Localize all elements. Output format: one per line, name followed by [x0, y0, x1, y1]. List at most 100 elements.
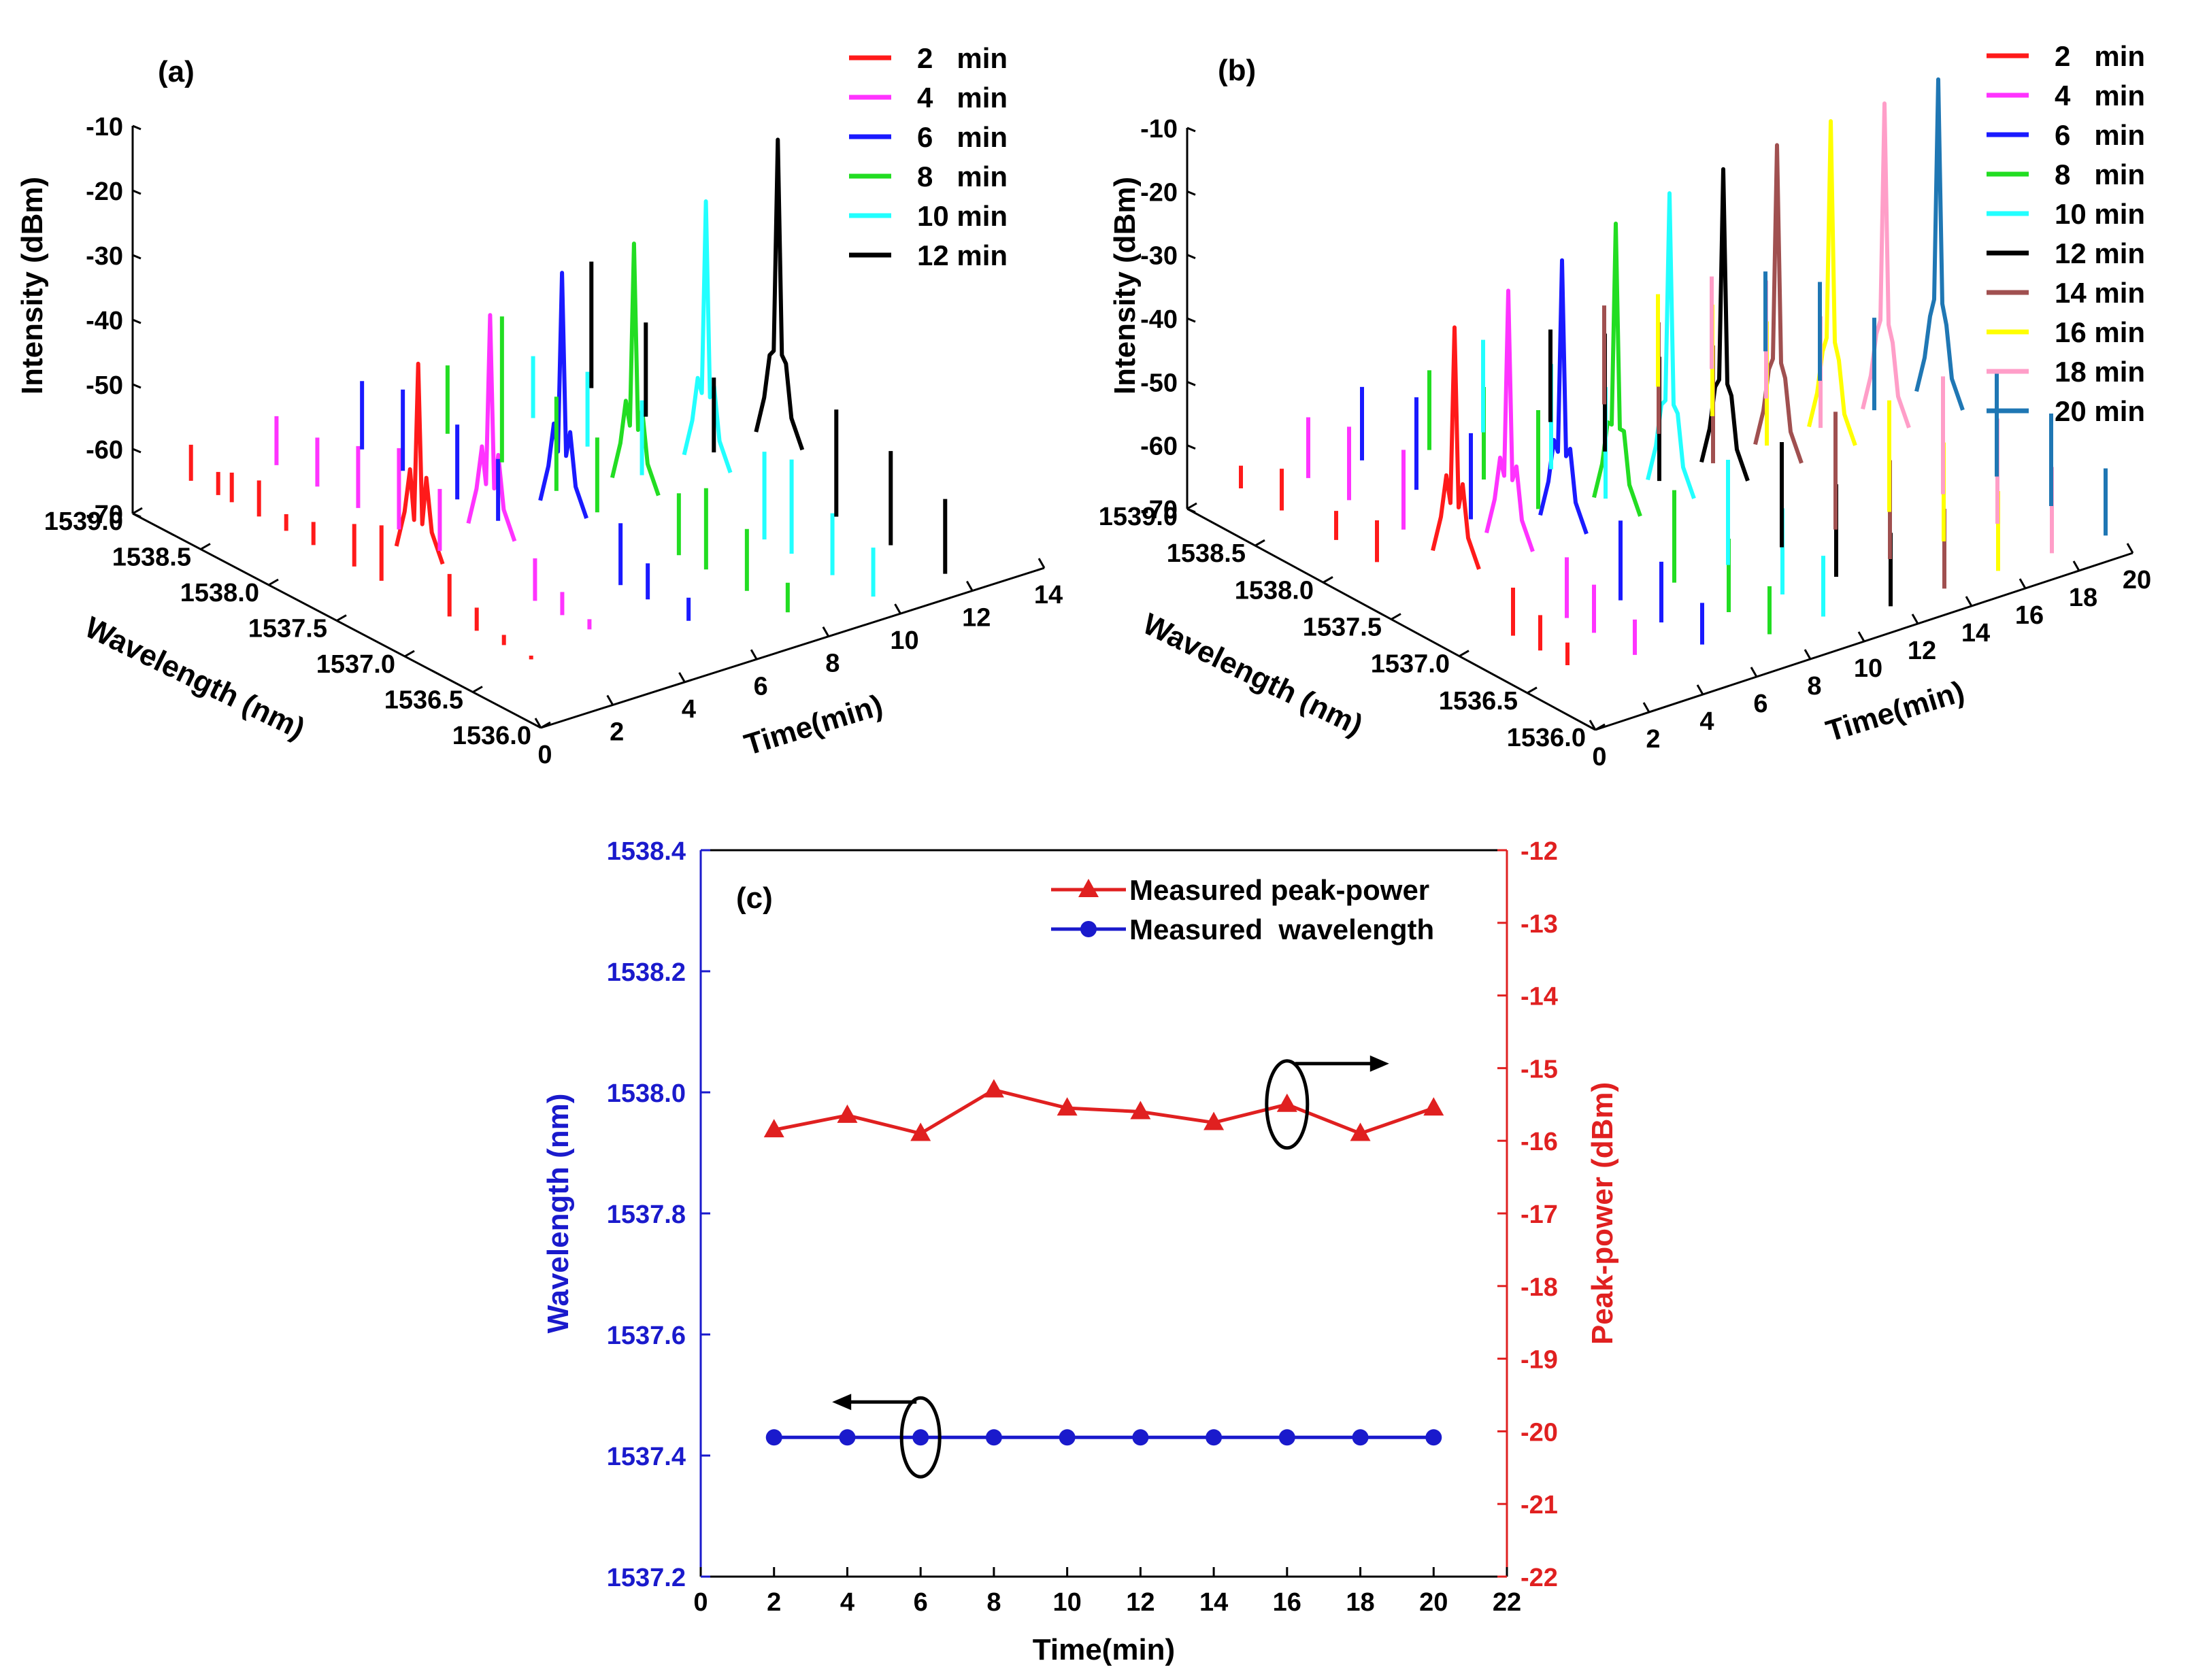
time-tick-label: 6 — [1753, 690, 1767, 718]
z-tick — [132, 318, 142, 324]
time-tick — [678, 672, 686, 683]
wavelength-series — [765, 1429, 1442, 1446]
legend-label: 20 min — [2055, 395, 2145, 427]
time-tick-label: 4 — [1699, 707, 1714, 736]
time-tick-label: 0 — [1592, 743, 1606, 771]
time-tick-label: 8 — [825, 650, 840, 678]
wavelength-tick-label: 1538.5 — [112, 543, 191, 572]
x-tick-label: 8 — [986, 1588, 1001, 1617]
peak-line — [538, 271, 588, 519]
time-tick-label: 0 — [537, 741, 552, 769]
right-y-tick-label: -17 — [1521, 1200, 1558, 1229]
wavelength-tick — [1527, 686, 1538, 694]
time-tick — [1037, 558, 1046, 569]
right-y-tick-label: -20 — [1521, 1418, 1558, 1447]
wavelength-axis-ellipse — [899, 1396, 942, 1479]
x-axis-title: Time(min) — [1033, 1633, 1175, 1666]
wavelength-tick-label: 1538.5 — [1167, 539, 1246, 568]
spectrum-series-8min — [445, 241, 790, 613]
z-tick-label: -30 — [86, 242, 123, 271]
peak-line — [1914, 77, 1965, 411]
data-point-triangle — [910, 1122, 931, 1141]
wavelength-tick-label: 1536.5 — [1439, 687, 1518, 716]
wavelength-tick — [200, 543, 211, 550]
data-point-triangle — [983, 1079, 1004, 1098]
spectrum-series-18min — [1710, 101, 2054, 554]
z-tick — [132, 383, 142, 389]
time-tick-label: 14 — [1034, 581, 1063, 609]
data-point-circle — [912, 1429, 929, 1446]
z-tick — [1186, 507, 1196, 514]
data-point-circle — [1352, 1429, 1369, 1446]
legend-label: 18 min — [2055, 356, 2145, 388]
time-tick-label: 16 — [2015, 601, 2044, 630]
peak-line — [682, 199, 733, 473]
x-tick-label: 0 — [693, 1588, 708, 1617]
panel-c-line-chart: 0 2 4 6 8 10 12 14 16 18 20 22 1538.4 1538.2 1538.0 153… — [542, 837, 1619, 1666]
legend-label: 10 min — [2055, 198, 2145, 230]
series-line — [774, 1088, 1435, 1136]
x-tick-label: 14 — [1199, 1588, 1228, 1617]
wavelength-tick-label: 1537.5 — [1303, 614, 1382, 642]
peak-power-series — [763, 1079, 1444, 1141]
spectrum-series-6min — [360, 271, 691, 621]
time-tick — [965, 580, 974, 592]
data-point-circle — [1425, 1429, 1442, 1446]
time-tick — [1804, 649, 1812, 660]
spectrum-series-2min — [188, 361, 533, 660]
wavelength-tick-label: 1538.0 — [180, 579, 259, 607]
peak-line — [1699, 167, 1750, 482]
data-point-circle — [1278, 1429, 1295, 1446]
time-tick — [1965, 596, 1973, 607]
right-y-axis-title: Peak-power (dBm) — [1586, 1082, 1619, 1345]
legend-label: 8 min — [917, 161, 1008, 192]
time-tick — [1911, 614, 1919, 624]
time-tick — [1589, 720, 1597, 730]
left-arrow-head — [832, 1394, 852, 1411]
axis-indicator-annotations — [832, 1055, 1389, 1479]
time-tick — [1642, 702, 1650, 713]
z-tick-label: -60 — [86, 436, 123, 465]
time-tick-label: 10 — [890, 626, 918, 655]
data-point-triangle — [1350, 1122, 1371, 1141]
time-tick — [2072, 560, 2080, 571]
z-tick — [132, 512, 142, 518]
wavelength-tick — [472, 686, 483, 693]
wavelength-tick-label: 1536.5 — [384, 686, 463, 715]
left-y-tick-label: 1538.4 — [607, 837, 686, 866]
z-tick — [132, 254, 142, 260]
data-point-circle — [985, 1429, 1002, 1446]
spectrum-series-4min — [274, 313, 592, 630]
time-tick — [750, 649, 758, 660]
wavelength-tick — [1459, 650, 1469, 657]
time-axis-title: Time(min) — [1822, 675, 1968, 748]
data-point-circle — [839, 1429, 856, 1446]
right-y-tick-label: -16 — [1521, 1128, 1558, 1156]
data-point-circle — [1059, 1429, 1076, 1446]
legend-marker-triangle — [1078, 879, 1099, 897]
right-y-tick-label: -18 — [1521, 1273, 1558, 1302]
power-axis-ellipse — [1265, 1059, 1310, 1150]
panel-label: (a) — [158, 55, 195, 88]
z-tick — [1186, 127, 1196, 133]
peak-line — [1807, 119, 1857, 446]
wavelength-tick — [1255, 539, 1265, 547]
legend-marker-circle — [1080, 921, 1097, 937]
wavelength-tick — [268, 578, 279, 586]
right-y-tick-label: -19 — [1521, 1346, 1558, 1375]
left-y-tick-label: 1537.8 — [607, 1200, 686, 1229]
z-tick-label: -20 — [86, 178, 123, 206]
data-point-triangle — [1057, 1097, 1078, 1116]
wavelength-tick — [1391, 613, 1401, 620]
peak-line — [1538, 258, 1589, 535]
legend-label: 4 min — [917, 82, 1008, 114]
peak-line — [754, 137, 805, 451]
wavelength-tick-label: 1539.0 — [44, 507, 123, 536]
wavelength-tick-label: 1536.0 — [452, 722, 531, 750]
right-y-tick-label: -22 — [1521, 1564, 1558, 1592]
z-tick — [1186, 380, 1196, 386]
wavelength-tick-label: 1538.0 — [1235, 576, 1314, 605]
z-tick — [1186, 444, 1196, 450]
time-tick-label: 4 — [682, 695, 696, 724]
wavelength-tick — [132, 507, 143, 515]
